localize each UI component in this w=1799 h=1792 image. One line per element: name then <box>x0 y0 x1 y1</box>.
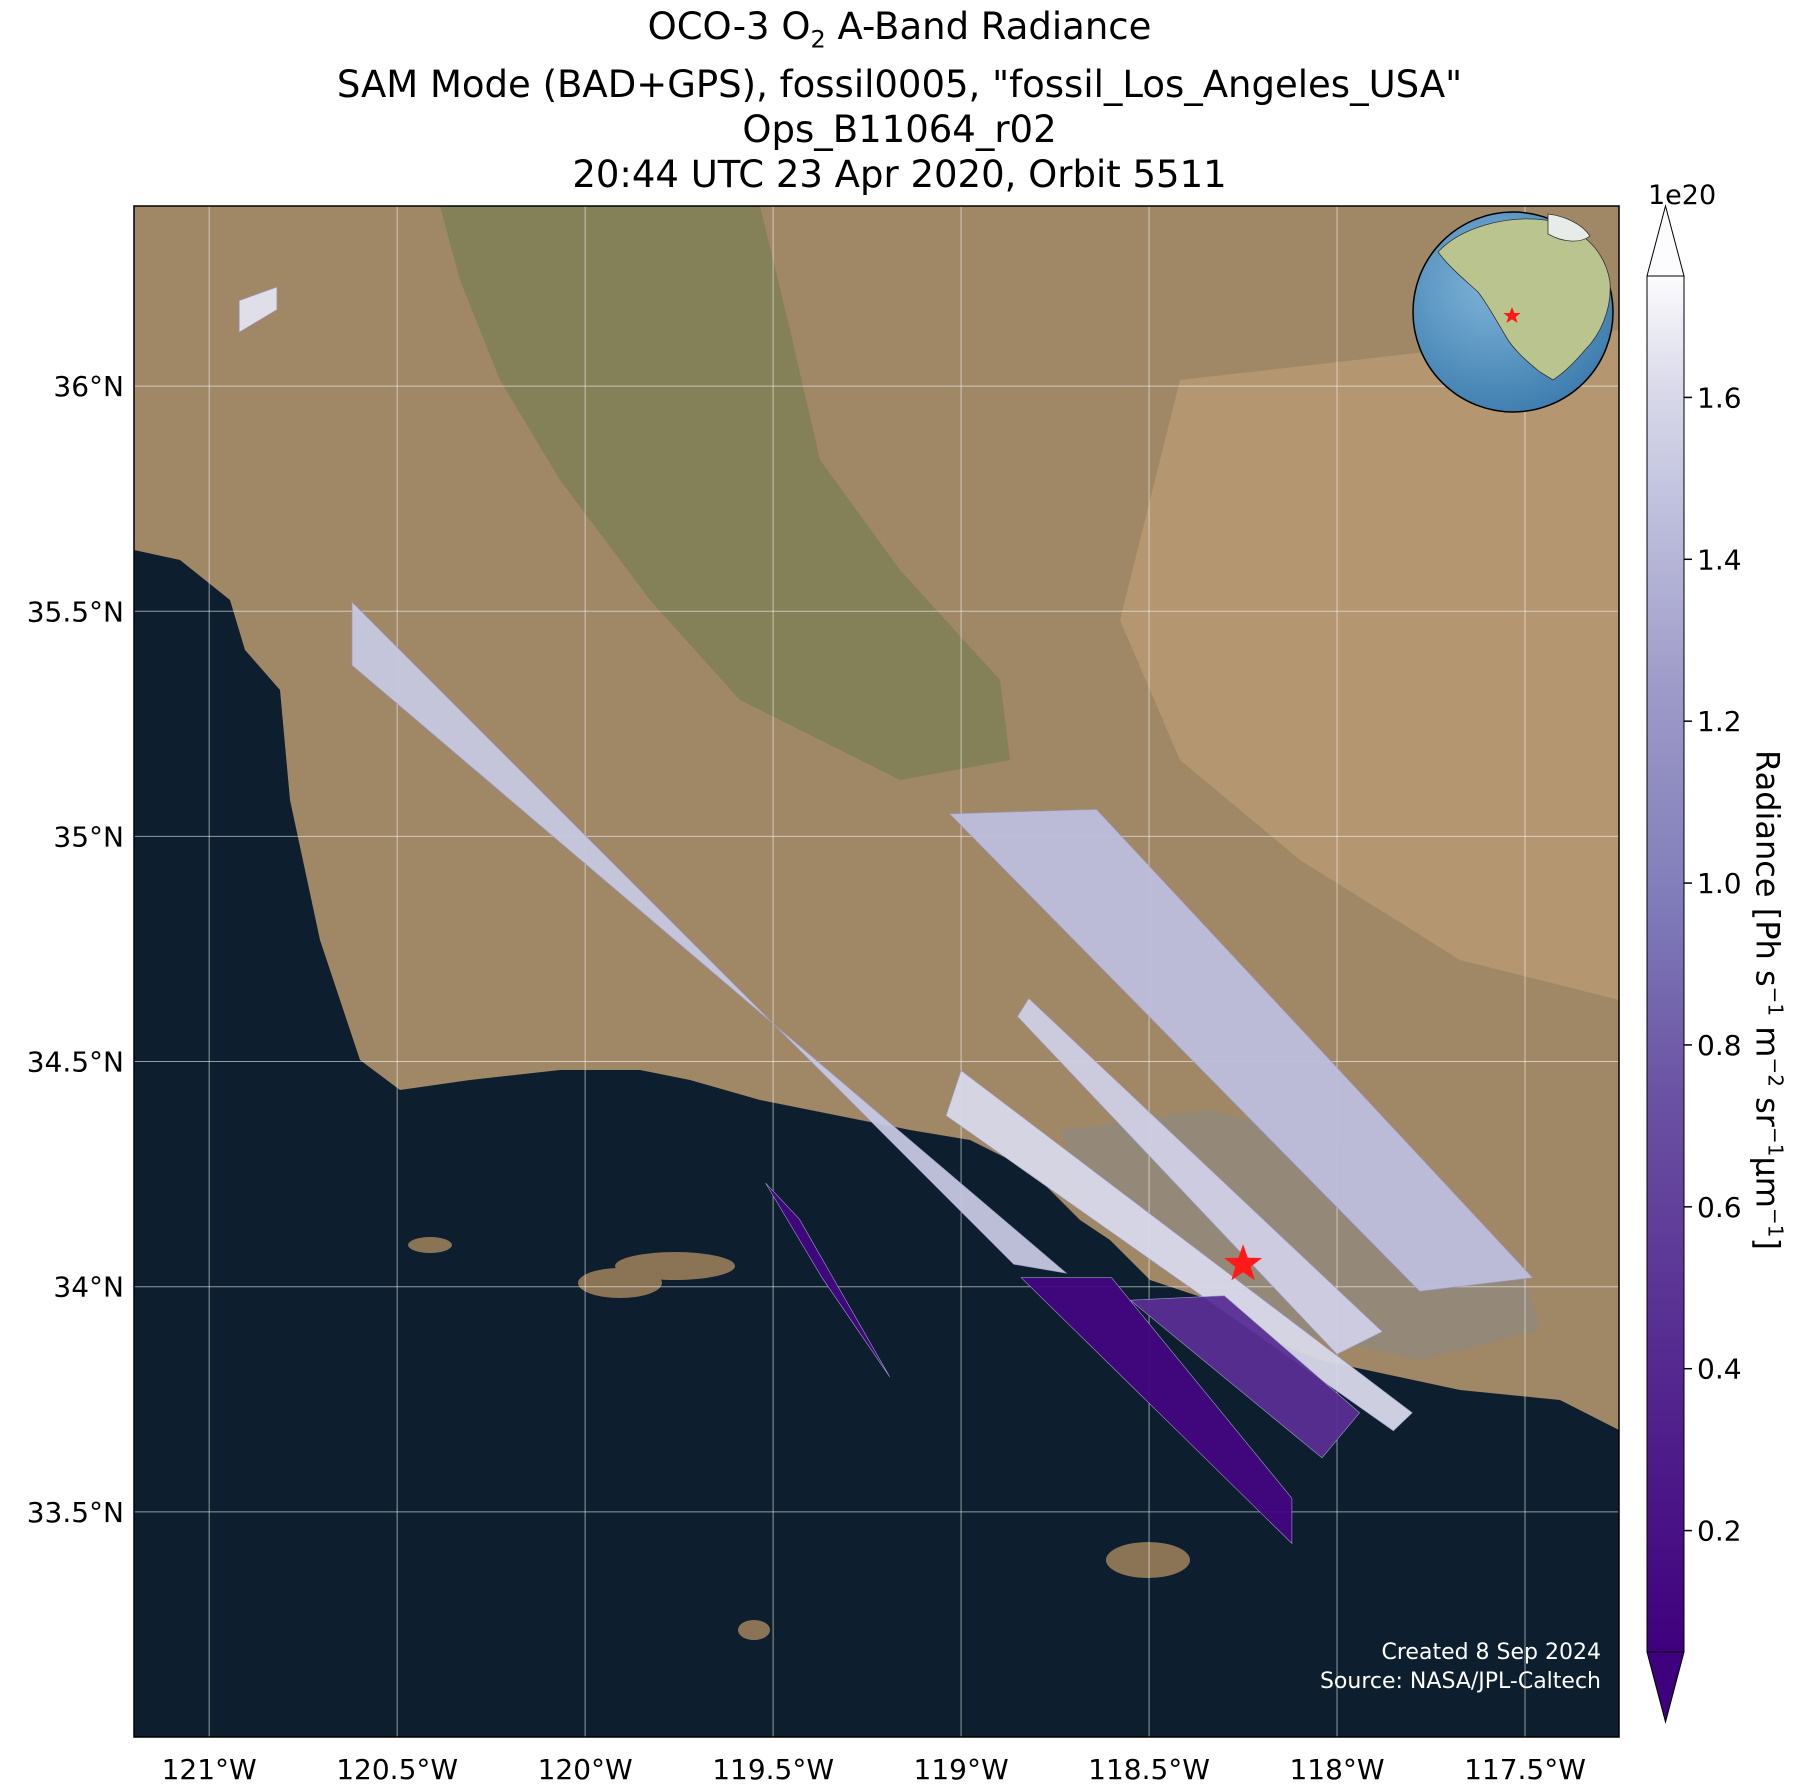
inset-globe <box>1412 211 1614 413</box>
colorbar-ticks: 0.2 0.4 0.6 0.8 1.0 1.2 1.4 1.6 <box>1684 381 1742 1548</box>
swath-3 <box>1017 998 1383 1355</box>
colorbar-extend-max <box>1646 204 1685 277</box>
colorbar-tick-label: 0.4 <box>1697 1353 1742 1386</box>
swath-7 <box>1129 1295 1361 1459</box>
colorbar-exponent: 1e20 <box>1648 180 1717 211</box>
credit-created: Created 8 Sep 2024 <box>1381 1640 1602 1665</box>
figure-title: OCO-3 O2 A-Band Radiance SAM Mode (BAD+G… <box>0 4 1799 197</box>
title-line-1: OCO-3 O2 A-Band Radiance <box>647 5 1152 54</box>
colorbar-tick-label: 0.2 <box>1697 1515 1742 1548</box>
swath-layer <box>239 286 1534 1545</box>
map-frame <box>133 205 1620 1738</box>
latitude-tick-label: 33.5°N <box>27 1496 124 1529</box>
swath-5 <box>765 1182 890 1377</box>
colorbar-tick-label: 1.0 <box>1697 867 1742 900</box>
title-line-4: 20:44 UTC 23 Apr 2020, Orbit 5511 <box>572 153 1227 197</box>
latitude-tick-label: 34°N <box>53 1271 124 1304</box>
longitude-tick-label: 117.5°W <box>1464 1753 1586 1786</box>
swath-1 <box>351 601 1068 1274</box>
colorbar-tick-label: 0.6 <box>1697 1191 1742 1224</box>
latitude-tick-label: 35.5°N <box>27 595 124 628</box>
latitude-tick-label: 36°N <box>53 370 124 403</box>
colorbar: 0.2 0.4 0.6 0.8 1.0 1.2 1.4 1.6 <box>1646 204 1742 1724</box>
longitude-tick-label: 118.5°W <box>1088 1753 1210 1786</box>
mojave-desert <box>1120 330 1619 1000</box>
colorbar-tick-label: 0.8 <box>1697 1029 1742 1062</box>
globe-target-star <box>1503 307 1521 323</box>
colorbar-tick-label: 1.2 <box>1697 705 1742 738</box>
colorbar-body <box>1646 275 1685 1653</box>
central-valley <box>440 206 1010 780</box>
credit-source: Source: NASA/JPL-Caltech <box>1319 1669 1601 1694</box>
island-santa-catalina <box>1106 1542 1190 1578</box>
longitude-tick-labels: 121°W 120.5°W 120°W 119.5°W 119°W 118.5°W 118°… <box>162 1753 1586 1786</box>
latitude-tick-label: 35°N <box>53 820 124 853</box>
swath-8 <box>239 286 278 333</box>
longitude-tick-label: 119.5°W <box>712 1753 834 1786</box>
basemap <box>134 206 1619 1737</box>
colorbar-tick-label: 1.4 <box>1697 543 1742 576</box>
colorbar-tick-label: 1.6 <box>1697 381 1742 414</box>
swath-2 <box>945 1070 1413 1432</box>
latitude-tick-labels: 36°N 35.5°N 35°N 34.5°N 34°N 33.5°N <box>27 370 124 1529</box>
longitude-tick-label: 121°W <box>162 1753 257 1786</box>
island-santa-barbara <box>738 1620 770 1640</box>
latitude-tick-label: 34.5°N <box>27 1046 124 1079</box>
island-santa-cruz <box>615 1252 735 1280</box>
colorbar-label: Radiance [Ph s−1 m−2 sr−1µm−1] <box>1748 750 1788 1250</box>
graticule <box>134 206 1619 1737</box>
colorbar-extend-min <box>1646 1651 1685 1724</box>
globe-greenland <box>1547 213 1591 242</box>
swath-4 <box>949 809 1534 1292</box>
longitude-tick-label: 118°W <box>1289 1753 1384 1786</box>
island-san-miguel <box>408 1237 452 1253</box>
swath-6 <box>1020 1277 1293 1545</box>
longitude-tick-label: 119°W <box>914 1753 1009 1786</box>
longitude-tick-label: 120°W <box>538 1753 633 1786</box>
target-layer <box>1224 1244 1263 1281</box>
globe-north-america <box>1437 218 1611 381</box>
longitude-tick-label: 120.5°W <box>336 1753 458 1786</box>
title-line-3: Ops_B11064_r02 <box>742 108 1057 152</box>
title-line-2: SAM Mode (BAD+GPS), fossil0005, "fossil_… <box>336 63 1463 107</box>
target-star-marker <box>1224 1244 1263 1281</box>
